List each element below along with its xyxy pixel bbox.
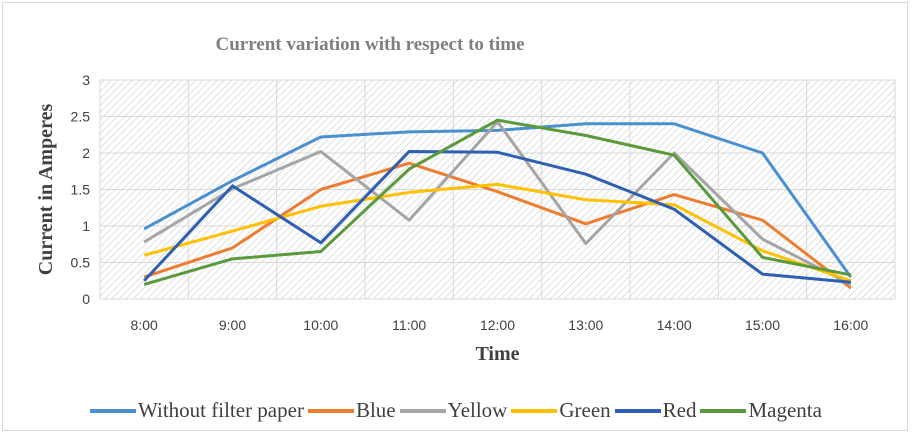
series-line-green bbox=[143, 182, 852, 283]
legend-label: Without filter paper bbox=[138, 398, 304, 422]
x-axis-title: Time bbox=[475, 343, 519, 365]
x-axis-ticks: 8:00 9:00 10:00 11:00 12:00 13:00 14:00 15:00 16… bbox=[131, 317, 869, 333]
legend-label: Green bbox=[559, 398, 611, 422]
legend-swatch bbox=[511, 408, 558, 413]
x-tick-label: 8:00 bbox=[131, 317, 158, 333]
legend-swatch bbox=[399, 408, 446, 413]
y-tick-label: 2 bbox=[82, 145, 90, 161]
y-axis-ticks: 0 0.5 1 1.5 2 2.5 3 bbox=[71, 72, 91, 307]
series-line-red bbox=[143, 150, 851, 284]
y-tick-label: 2.5 bbox=[71, 109, 91, 125]
legend-label: Magenta bbox=[748, 398, 822, 422]
y-tick-label: 0.5 bbox=[71, 255, 91, 271]
legend-item: Blue bbox=[307, 398, 396, 423]
legend-swatch bbox=[90, 408, 137, 413]
legend-label: Blue bbox=[355, 398, 396, 422]
series-line-without-filter-paper bbox=[143, 122, 853, 278]
y-tick-label: 1 bbox=[82, 218, 90, 234]
y-axis-title: Current in Amperes bbox=[35, 104, 57, 276]
y-tick-label: 1.5 bbox=[71, 182, 91, 198]
legend-label: Red bbox=[662, 398, 697, 422]
legend: Without filter paper Blue Yellow Green Red Ma… bbox=[0, 398, 912, 423]
y-tick-label: 3 bbox=[82, 72, 90, 88]
legend-item: Green bbox=[511, 398, 611, 423]
x-tick-label: 9:00 bbox=[219, 317, 246, 333]
legend-swatch bbox=[614, 408, 661, 413]
legend-item: Yellow bbox=[399, 398, 508, 423]
legend-swatch bbox=[700, 408, 747, 413]
series-lines bbox=[143, 118, 853, 290]
x-tick-label: 11:00 bbox=[392, 317, 426, 333]
x-tick-label: 14:00 bbox=[657, 317, 692, 333]
x-tick-label: 16:00 bbox=[833, 317, 868, 333]
x-tick-label: 12:00 bbox=[480, 317, 515, 333]
legend-item: Without filter paper bbox=[90, 398, 304, 423]
x-tick-label: 10:00 bbox=[303, 317, 338, 333]
series-line-magenta bbox=[143, 118, 852, 286]
legend-swatch bbox=[307, 408, 354, 413]
legend-item: Red bbox=[614, 398, 697, 423]
chart-title: Current variation with respect to time bbox=[215, 34, 525, 55]
legend-label: Yellow bbox=[447, 398, 508, 422]
x-tick-label: 15:00 bbox=[745, 317, 780, 333]
legend-item: Magenta bbox=[700, 398, 822, 423]
x-tick-label: 13:00 bbox=[568, 317, 603, 333]
y-tick-label: 0 bbox=[82, 291, 90, 307]
